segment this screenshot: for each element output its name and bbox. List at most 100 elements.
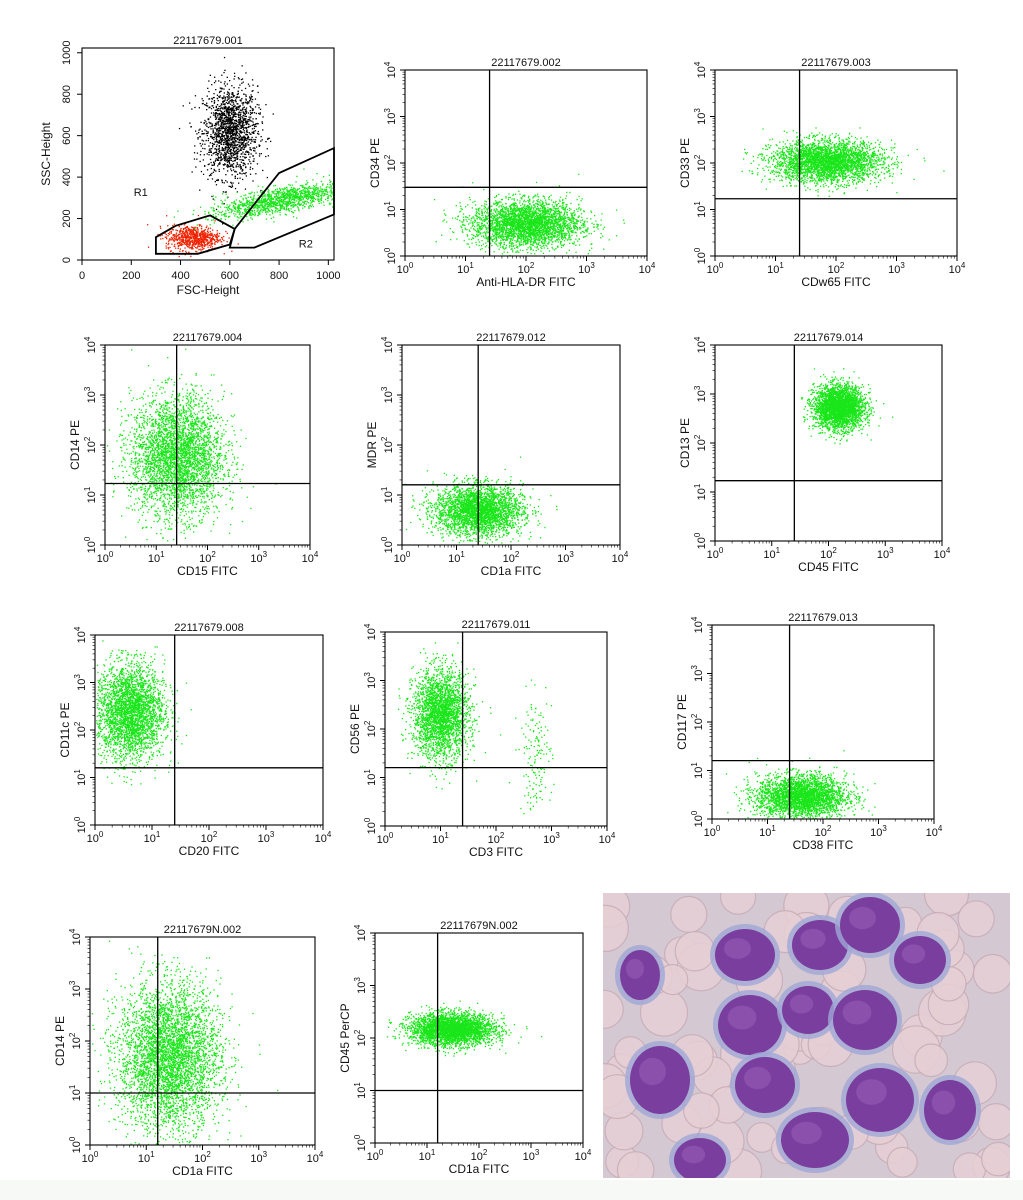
scatter-point xyxy=(561,247,562,248)
scatter-point xyxy=(240,142,241,143)
scatter-point xyxy=(542,246,543,247)
scatter-point xyxy=(211,168,212,169)
scatter-point xyxy=(262,121,263,122)
scatter-point xyxy=(283,190,284,191)
scatter-point xyxy=(240,156,241,157)
scatter-point xyxy=(258,202,259,203)
scatter-point xyxy=(237,164,238,165)
scatter-point xyxy=(173,229,174,230)
scatter-point xyxy=(236,199,237,200)
scatter-point xyxy=(556,239,557,240)
scatter-point xyxy=(505,209,506,210)
scatter-point xyxy=(500,247,501,248)
scatter-point xyxy=(257,163,258,164)
scatter-point xyxy=(260,109,261,110)
scatter-point xyxy=(210,235,211,236)
scatter-point xyxy=(527,252,528,253)
scatter-point xyxy=(242,170,243,171)
scatter-point xyxy=(221,218,222,219)
scatter-point xyxy=(211,173,212,174)
scatter-point xyxy=(210,233,211,234)
scatter-point xyxy=(582,219,583,220)
scatter-point xyxy=(253,199,254,200)
scatter-point xyxy=(244,211,245,212)
scatter-point xyxy=(218,211,219,212)
scatter-point xyxy=(273,204,274,205)
scatter-point xyxy=(319,201,320,202)
scatter-point xyxy=(251,139,252,140)
scatter-point xyxy=(237,124,238,125)
scatter-point xyxy=(213,115,214,116)
scatter-point xyxy=(237,135,238,136)
scatter-point xyxy=(243,129,244,130)
scatter-point xyxy=(239,159,240,160)
scatter-point xyxy=(216,150,217,151)
scatter-point xyxy=(209,152,210,153)
scatter-point xyxy=(242,221,243,222)
scatter-point xyxy=(265,201,266,202)
scatter-point xyxy=(244,132,245,133)
scatter-point xyxy=(218,206,219,207)
scatter-point xyxy=(254,212,255,213)
scatter-point xyxy=(316,195,317,196)
scatter-point xyxy=(223,157,224,158)
scatter-point xyxy=(217,160,218,161)
scatter-point xyxy=(507,252,508,253)
scatter-point xyxy=(227,166,228,167)
scatter-point xyxy=(280,208,281,209)
scatter-point xyxy=(275,210,276,211)
scatter-point xyxy=(173,237,174,238)
scatter-point xyxy=(211,238,212,239)
scatter-point xyxy=(211,112,212,113)
scatter-point xyxy=(265,141,266,142)
scatter-point xyxy=(281,205,282,206)
scatter-point xyxy=(210,231,211,232)
scatter-point xyxy=(191,248,192,249)
scatter-point xyxy=(172,225,173,226)
scatter-point xyxy=(219,148,220,149)
scatter-point xyxy=(195,166,196,167)
scatter-point xyxy=(292,196,293,197)
scatter-point xyxy=(166,215,167,216)
scatter-point xyxy=(270,196,271,197)
scatter-point xyxy=(228,101,229,102)
scatter-point xyxy=(214,82,215,83)
scatter-point xyxy=(227,133,228,134)
scatter-point xyxy=(230,186,231,187)
scatter-point xyxy=(466,219,467,220)
scatter-point xyxy=(227,123,228,124)
scatter-point xyxy=(235,147,236,148)
scatter-point xyxy=(262,129,263,130)
scatter-point xyxy=(299,196,300,197)
scatter-point xyxy=(273,113,274,114)
scatter-point xyxy=(227,159,228,160)
scatter-point xyxy=(238,87,239,88)
scatter-point xyxy=(276,205,277,206)
scatter-point xyxy=(330,181,331,182)
scatter-point xyxy=(487,212,488,213)
scatter-point xyxy=(233,150,234,151)
scatter-point xyxy=(528,247,529,248)
scatter-point xyxy=(325,199,326,200)
scatter-point xyxy=(213,93,214,94)
y-tick-label: 800 xyxy=(61,85,73,103)
scatter-point xyxy=(227,170,228,171)
scatter-point xyxy=(551,195,552,196)
scatter-point xyxy=(524,200,525,201)
scatter-point xyxy=(173,234,174,235)
scatter-point xyxy=(218,124,219,125)
scatter-point xyxy=(224,160,225,161)
scatter-point xyxy=(273,221,274,222)
scatter-point xyxy=(232,143,233,144)
scatter-point xyxy=(243,119,244,120)
scatter-point xyxy=(235,140,236,141)
scatter-point xyxy=(233,213,234,214)
scatter-point xyxy=(496,196,497,197)
scatter-point xyxy=(241,202,242,203)
scatter-point xyxy=(285,214,286,215)
scatter-point xyxy=(293,204,294,205)
scatter-point xyxy=(230,122,231,123)
scatter-point xyxy=(204,230,205,231)
scatter-point xyxy=(246,142,247,143)
scatter-point xyxy=(251,199,252,200)
